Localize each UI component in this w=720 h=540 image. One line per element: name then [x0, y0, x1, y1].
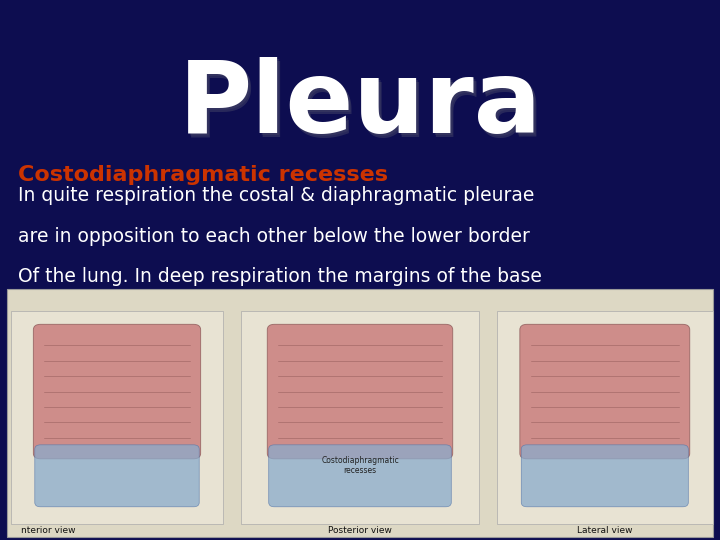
FancyBboxPatch shape	[520, 325, 690, 459]
FancyBboxPatch shape	[497, 310, 713, 524]
FancyBboxPatch shape	[35, 445, 199, 507]
Text: nterior view: nterior view	[22, 525, 76, 535]
Text: Pleura: Pleura	[181, 59, 544, 157]
FancyBboxPatch shape	[267, 325, 453, 459]
FancyBboxPatch shape	[7, 289, 713, 537]
FancyBboxPatch shape	[33, 325, 201, 459]
Text: Pleura: Pleura	[182, 61, 545, 158]
Text: lower area is called as: lower area is called as	[18, 348, 233, 367]
Text: Costodiaphragmatic
recesses: Costodiaphragmatic recesses	[321, 456, 399, 475]
FancyBboxPatch shape	[241, 310, 479, 524]
Text: In quite respiration the costal & diaphragmatic pleurae: In quite respiration the costal & diaphr…	[18, 186, 534, 205]
Text: Posterior view: Posterior view	[328, 525, 392, 535]
Text: are in opposition to each other below the lower border: are in opposition to each other below th…	[18, 227, 530, 246]
Text: lower area is called as: lower area is called as	[18, 348, 233, 367]
FancyBboxPatch shape	[521, 445, 688, 507]
Text: Costodiaphragmatic recesses: Costodiaphragmatic recesses	[18, 165, 388, 185]
Text: Costodiaphragmatic recesses: Costodiaphragmatic recesses	[233, 348, 510, 367]
Text: Of the lung. In deep respiration the margins of the base: Of the lung. In deep respiration the mar…	[18, 267, 542, 286]
FancyBboxPatch shape	[269, 445, 451, 507]
Text: of the lung descend, & both pleurae separate. This: of the lung descend, & both pleurae sepa…	[18, 308, 496, 327]
Text: Pleura: Pleura	[179, 57, 541, 154]
FancyBboxPatch shape	[11, 310, 223, 524]
Text: Lateral view: Lateral view	[577, 525, 633, 535]
